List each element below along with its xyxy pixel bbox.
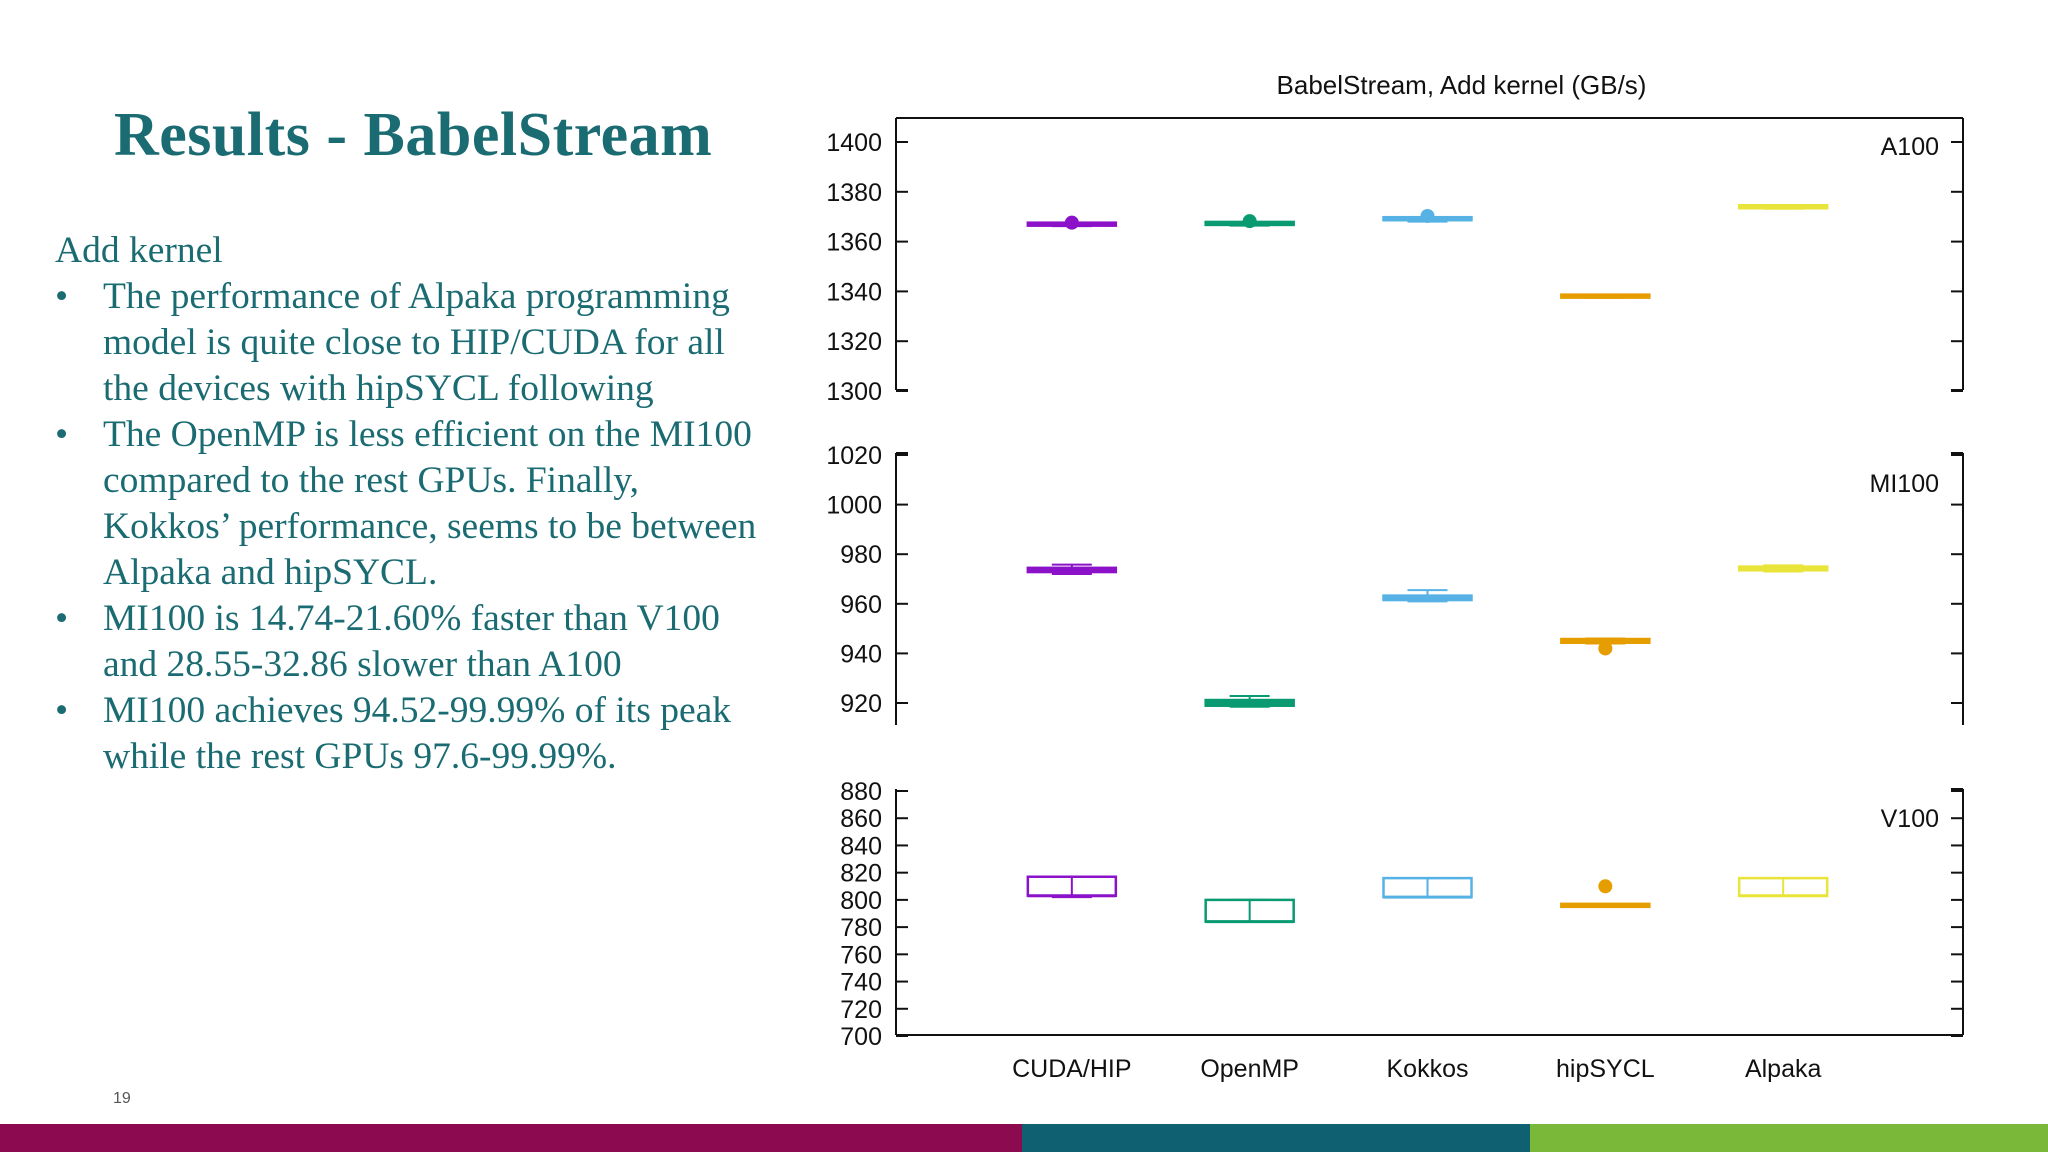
y-tick-label: 700	[840, 1023, 882, 1051]
bullet-marker: •	[55, 414, 69, 455]
y-tick-label: 960	[840, 591, 882, 619]
y-tick-label: 1360	[826, 229, 882, 257]
bullet-item: • The performance of Alpaka programming mo…	[55, 274, 795, 412]
footer-color-bar	[0, 1124, 2048, 1152]
bullet-line: Alpaka and hipSYCL.	[103, 552, 438, 593]
panel-label: MI100	[1870, 470, 1939, 498]
bullet-list: • The performance of Alpaka programming mo…	[55, 274, 795, 780]
y-tick-label: 1400	[826, 129, 882, 157]
y-tick-label: 1340	[826, 278, 882, 306]
bullet-item: • MI100 is 14.74-21.60% faster than V100 a…	[55, 596, 795, 688]
page-number: 19	[113, 1090, 131, 1107]
outlier-point	[1064, 215, 1079, 230]
bullet-line: MI100 is 14.74-21.60% faster than V100	[103, 598, 720, 639]
box-plot-chart: BabelStream, Add kernel (GB/s) 1300 1320 13…	[826, 70, 1964, 1083]
outlier-point	[1598, 879, 1613, 894]
bullet-item: • MI100 achieves 94.52-99.99% of its peak…	[55, 688, 795, 780]
y-tick-label: 880	[840, 778, 882, 806]
panel-label: V100	[1881, 805, 1939, 833]
bullet-line: compared to the rest GPUs. Finally,	[103, 460, 640, 501]
x-tick-label: CUDA/HIP	[1012, 1055, 1131, 1083]
y-tick-label: 720	[840, 996, 882, 1024]
chart-title: BabelStream, Add kernel (GB/s)	[1277, 70, 1647, 100]
outlier-point	[1242, 214, 1257, 229]
panel-label: A100	[1881, 133, 1939, 161]
bullet-line: MI100 achieves 94.52-99.99% of its peak	[103, 690, 731, 731]
x-tick-label: Kokkos	[1387, 1055, 1469, 1083]
y-tick-label: 1000	[826, 492, 882, 520]
bullet-line: the devices with hipSYCL following	[103, 368, 654, 409]
bullet-item: • The OpenMP is less efficient on the MI1…	[55, 412, 795, 596]
x-tick-label: Alpaka	[1745, 1055, 1822, 1083]
y-tick-label: 940	[840, 640, 882, 668]
y-tick-label: 1300	[826, 378, 882, 406]
bullet-line: while the rest GPUs 97.6-99.99%.	[103, 736, 617, 777]
bullet-marker: •	[55, 276, 69, 317]
y-tick-label: 780	[840, 914, 882, 942]
y-tick-label: 1380	[826, 179, 882, 207]
y-tick-label: 820	[840, 860, 882, 888]
y-tick-label: 740	[840, 969, 882, 997]
bullet-line: model is quite close to HIP/CUDA for all	[103, 322, 725, 363]
footer-bar-segment	[1022, 1124, 1530, 1152]
footer-bar-segment	[1530, 1124, 2048, 1152]
footer-bar-segment	[0, 1124, 1022, 1152]
bullet-line: and 28.55-32.86 slower than A100	[103, 644, 622, 685]
outlier-point	[1420, 208, 1435, 223]
x-tick-label: hipSYCL	[1556, 1055, 1655, 1083]
y-tick-label: 800	[840, 887, 882, 915]
y-tick-label: 1320	[826, 328, 882, 356]
outlier-point	[1598, 641, 1613, 656]
bullet-marker: •	[55, 690, 69, 731]
text-block: Add kernel • The performance of Alpaka pr…	[55, 228, 795, 780]
y-tick-label: 980	[840, 541, 882, 569]
y-tick-label: 920	[840, 690, 882, 718]
bullet-marker: •	[55, 598, 69, 639]
intro-heading: Add kernel	[55, 230, 223, 271]
y-tick-label: 760	[840, 941, 882, 969]
x-tick-label: OpenMP	[1200, 1055, 1299, 1083]
y-tick-label: 840	[840, 832, 882, 860]
slide-title: Results - BabelStream	[114, 101, 713, 169]
y-tick-label: 1020	[826, 442, 882, 470]
bullet-line: Kokkos’ performance, seems to be between	[103, 506, 757, 547]
y-tick-label: 860	[840, 805, 882, 833]
bullet-line: The performance of Alpaka programming	[103, 276, 730, 317]
bullet-line: The OpenMP is less efficient on the MI10…	[103, 414, 752, 455]
